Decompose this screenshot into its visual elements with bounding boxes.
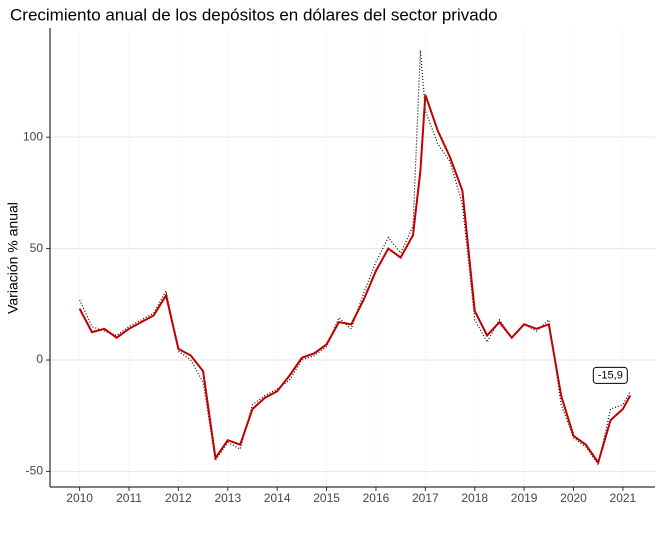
x-tick-label: 2019 (511, 491, 538, 505)
y-axis-label: Variación % anual (5, 202, 21, 314)
y-tick-label: 50 (30, 241, 44, 255)
x-tick-label: 2014 (264, 491, 291, 505)
series-line (79, 50, 631, 467)
chart-title: Crecimiento anual de los depósitos en dó… (10, 5, 498, 24)
x-tick-label: 2017 (412, 491, 439, 505)
x-tick-label: 2013 (214, 491, 241, 505)
y-tick-label: 0 (36, 352, 43, 366)
x-tick-label: 2015 (313, 491, 340, 505)
annotation: -15,9 (598, 369, 623, 381)
x-tick-label: 2018 (461, 491, 488, 505)
y-tick-label: 100 (23, 129, 43, 143)
x-tick-label: 2021 (610, 491, 637, 505)
series-line (78, 94, 632, 465)
x-tick-label: 2011 (116, 491, 142, 505)
annotation-box (592, 366, 628, 384)
y-tick-label: -50 (26, 464, 44, 478)
x-tick-label: 2010 (66, 491, 93, 505)
x-tick-label: 2016 (363, 491, 390, 505)
x-tick-label: 2020 (560, 491, 587, 505)
x-tick-label: 2012 (165, 491, 192, 505)
